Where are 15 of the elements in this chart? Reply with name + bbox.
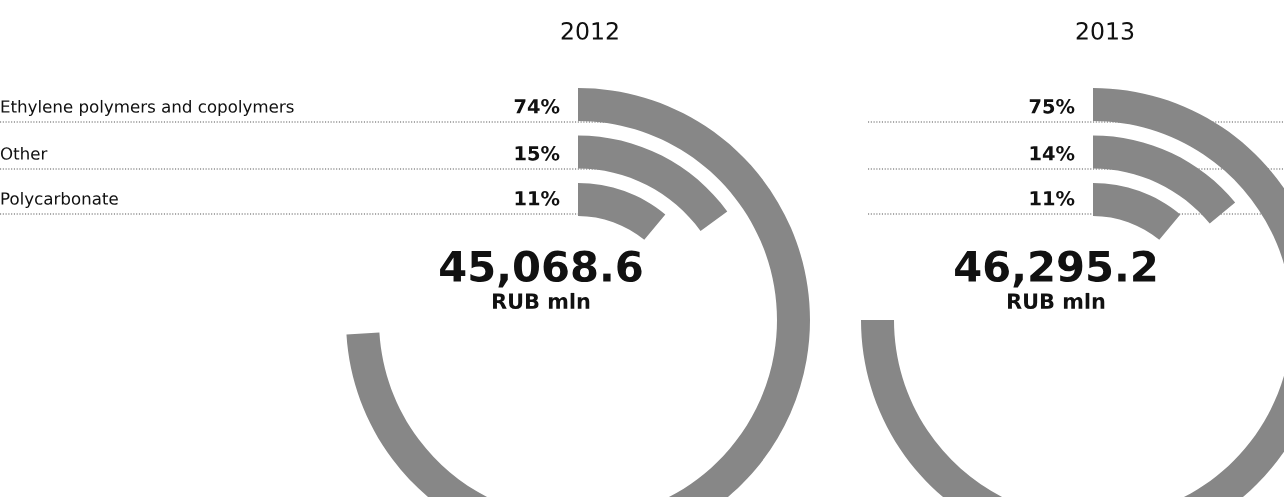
data-label: 11% [515,190,560,206]
text: RUB mln [493,292,590,310]
category-label: Ethylene polymers and copolymers [1,99,294,117]
category-label: Polycarbonate [1,191,118,209]
data-label: 15% [515,145,560,161]
text: 2012 [561,21,618,40]
data-label: 11% [1030,190,1075,206]
text: RUB mln [1008,292,1105,310]
data-label: 75% [1029,98,1075,114]
data-label: 14% [1030,145,1075,161]
text: 46,295.2 [955,250,1156,288]
category-label: Other [0,146,48,160]
text: 2013 [1076,21,1134,40]
text: 45,068.6 [440,250,642,288]
data-label: 74% [514,98,560,114]
